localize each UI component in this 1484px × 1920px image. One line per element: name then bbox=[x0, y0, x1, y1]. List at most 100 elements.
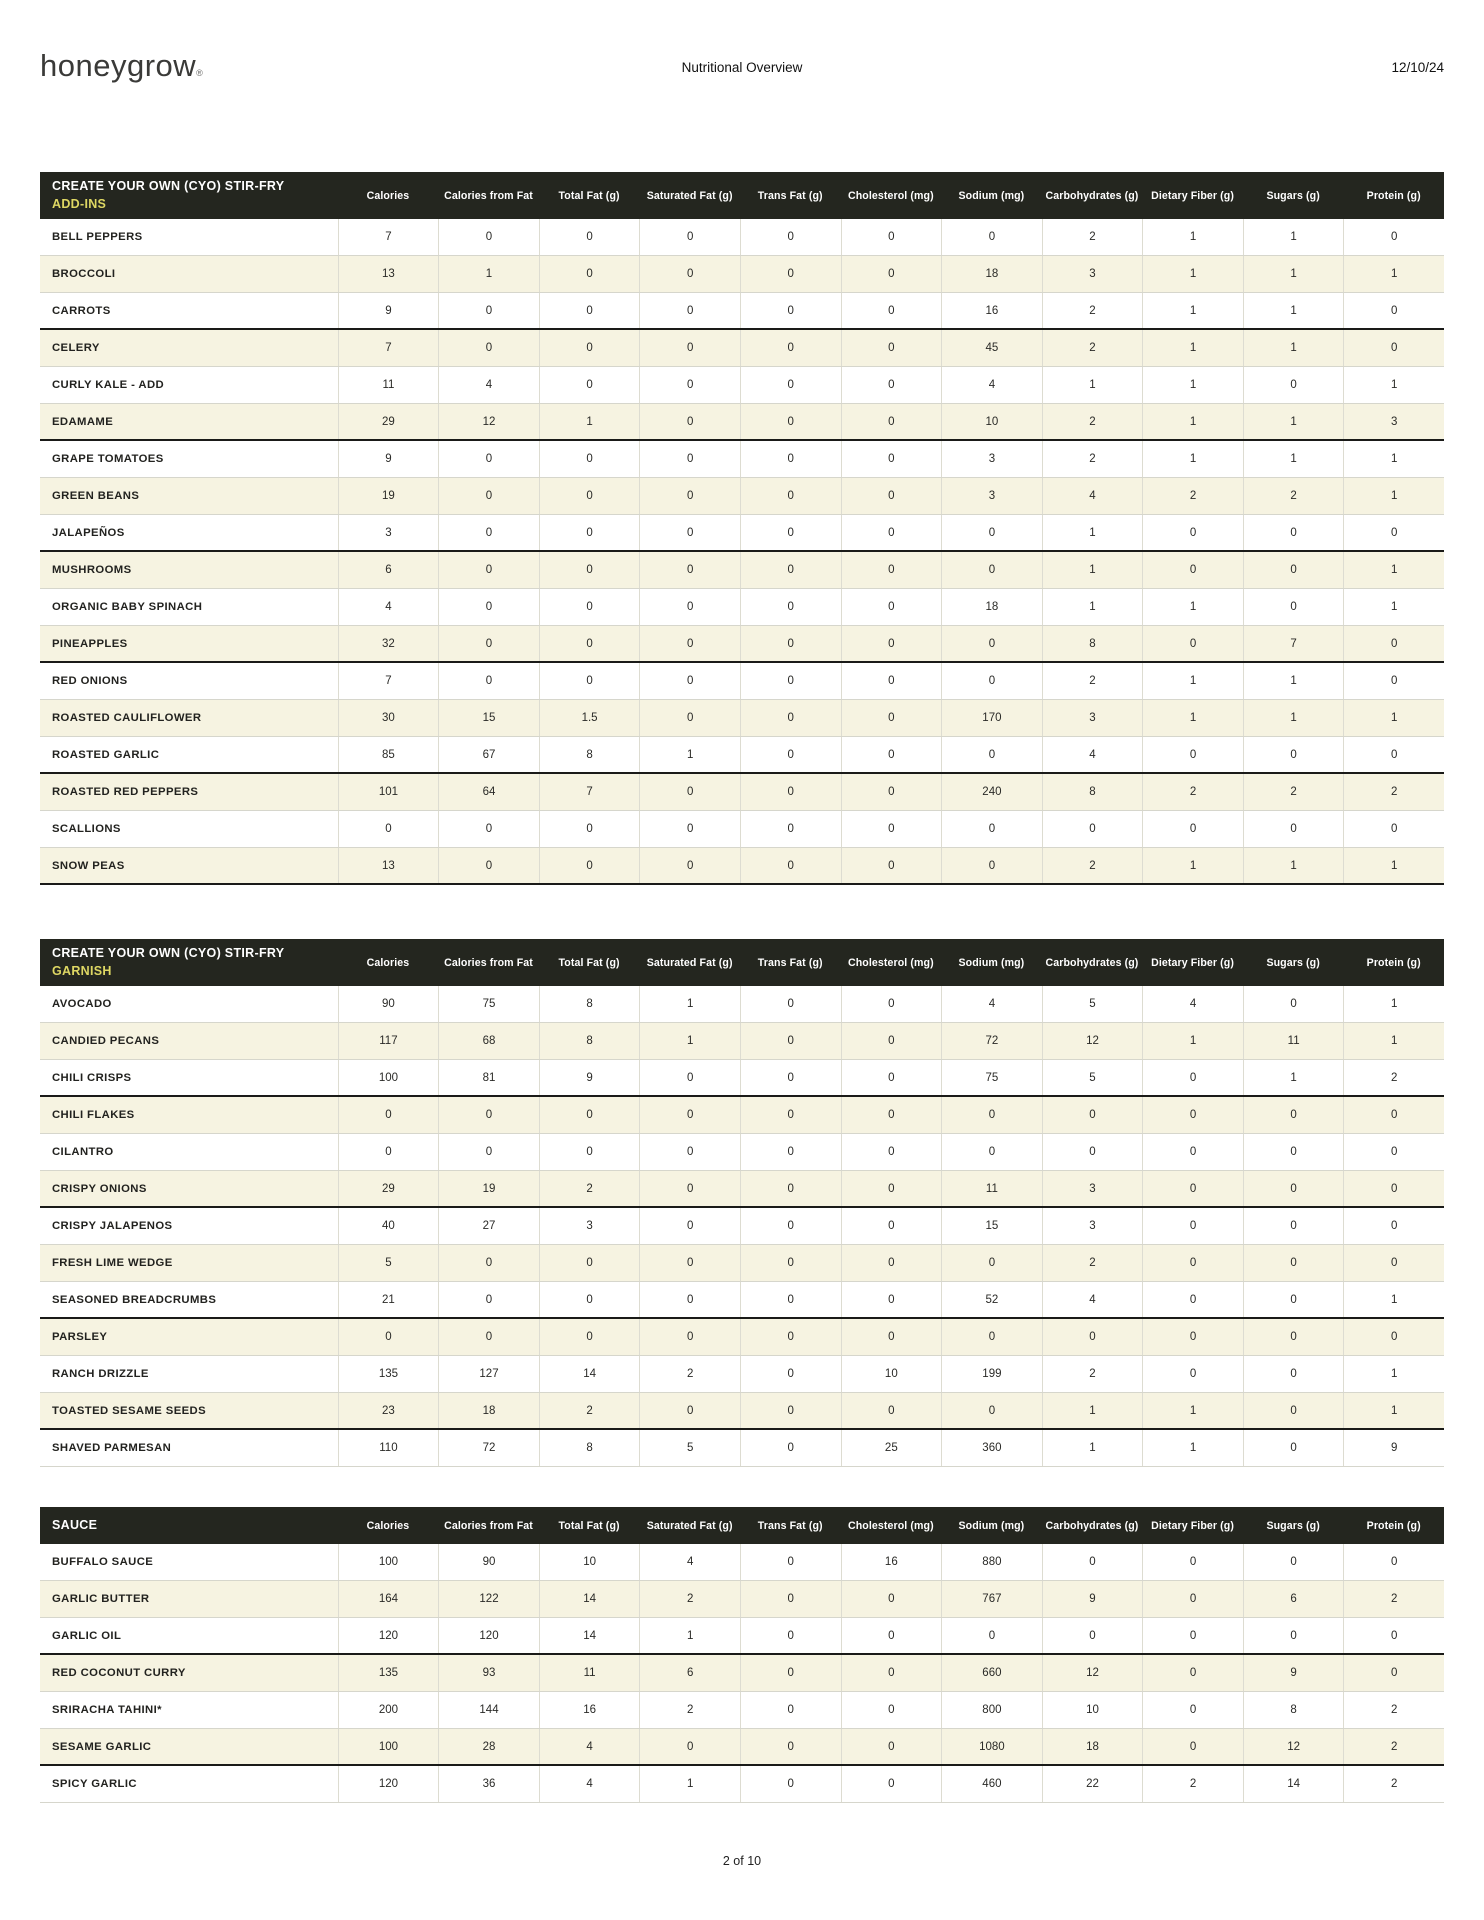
row-value-cell: 0 bbox=[840, 1618, 942, 1653]
row-value-cell: 0 bbox=[840, 256, 942, 292]
row-value-cell: 2 bbox=[639, 1692, 740, 1728]
row-value-cell: 0 bbox=[1142, 1544, 1243, 1580]
row-value-cell: 0 bbox=[739, 441, 841, 477]
row-value-cell: 0 bbox=[1343, 1134, 1444, 1170]
row-value-cell: 100 bbox=[337, 1060, 439, 1095]
table-row: SPICY GARLIC 120 36 4 1 0 0 460 22 2 14 2 bbox=[40, 1766, 1444, 1803]
row-value-cell: 3 bbox=[1041, 1171, 1143, 1206]
row-value-cell: 1 bbox=[1142, 404, 1243, 439]
row-value-cell: 3 bbox=[538, 1208, 640, 1244]
row-value-cell: 0 bbox=[639, 626, 740, 661]
row-value-cell: 67 bbox=[438, 737, 539, 772]
row-value-cell: 5 bbox=[1041, 986, 1143, 1022]
row-value-cell: 1 bbox=[1343, 1393, 1444, 1428]
row-item-name: GARLIC OIL bbox=[52, 1629, 122, 1642]
row-value-cell: 0 bbox=[1041, 1097, 1143, 1133]
row-value-cell: 2 bbox=[1343, 1060, 1444, 1095]
row-value-cell: 2 bbox=[1142, 478, 1243, 514]
row-value-cell: 75 bbox=[438, 986, 539, 1022]
row-value-cell: 11 bbox=[941, 1171, 1042, 1206]
row-value-cell: 52 bbox=[941, 1282, 1042, 1317]
row-value-cell: 0 bbox=[840, 626, 942, 661]
row-value-cell: 9 bbox=[1343, 1430, 1444, 1466]
row-value-cell: 0 bbox=[840, 811, 942, 847]
row-value-cell: 0 bbox=[941, 1245, 1042, 1281]
page-title: Nutritional Overview bbox=[681, 60, 803, 75]
row-value-cell: 0 bbox=[840, 1692, 942, 1728]
column-header: Total Fat (g) bbox=[558, 956, 620, 969]
row-value-cell: 12 bbox=[1242, 1729, 1344, 1764]
row-value-cell: 1 bbox=[1041, 515, 1143, 550]
row-value-cell: 240 bbox=[941, 774, 1042, 810]
row-value-cell: 90 bbox=[337, 986, 439, 1022]
row-value-cell: 6 bbox=[337, 552, 439, 588]
row-value-cell: 14 bbox=[538, 1618, 640, 1653]
row-value-cell: 0 bbox=[941, 1393, 1042, 1428]
row-value-cell: 4 bbox=[1041, 737, 1143, 772]
row-item-name: PARSLEY bbox=[52, 1331, 108, 1343]
row-value-cell: 0 bbox=[1142, 1097, 1243, 1133]
row-value-cell: 18 bbox=[941, 589, 1042, 625]
table-row: FRESH LIME WEDGE 5 0 0 0 0 0 0 2 0 0 0 bbox=[40, 1245, 1444, 1282]
row-value-cell: 0 bbox=[941, 663, 1042, 699]
row-value-cell: 0 bbox=[639, 1097, 740, 1133]
row-value-cell: 0 bbox=[337, 811, 439, 847]
row-value-cell: 120 bbox=[337, 1618, 439, 1653]
row-value-cell: 1 bbox=[1343, 1356, 1444, 1392]
row-value-cell: 2 bbox=[1041, 293, 1143, 328]
row-value-cell: 1 bbox=[1142, 1393, 1243, 1428]
row-value-cell: 767 bbox=[941, 1581, 1042, 1617]
row-value-cell: 127 bbox=[438, 1356, 539, 1392]
row-value-cell: 0 bbox=[1242, 1245, 1344, 1281]
row-value-cell: 0 bbox=[840, 589, 942, 625]
column-header: Total Fat (g) bbox=[558, 189, 620, 202]
row-value-cell: 0 bbox=[1343, 1245, 1444, 1281]
row-value-cell: 0 bbox=[840, 515, 942, 550]
logo-wordmark: honeygrow bbox=[40, 48, 197, 83]
row-value-cell: 0 bbox=[438, 441, 539, 477]
row-value-cell: 0 bbox=[1142, 1319, 1243, 1355]
row-value-cell: 0 bbox=[1242, 1544, 1344, 1580]
column-header: Dietary Fiber (g) bbox=[1151, 189, 1235, 202]
row-value-cell: 19 bbox=[438, 1171, 539, 1206]
table-row: SHAVED PARMESAN 110 72 8 5 0 25 360 1 1 0 9 bbox=[40, 1430, 1444, 1467]
row-value-cell: 2 bbox=[1041, 330, 1143, 366]
row-value-cell: 122 bbox=[438, 1581, 539, 1617]
table-sauce: SAUCE Calories Calories from Fat Total Fat … bbox=[40, 1507, 1444, 1803]
row-value-cell: 0 bbox=[739, 1245, 841, 1281]
row-value-cell: 1 bbox=[639, 1023, 740, 1059]
row-item-name: RANCH DRIZZLE bbox=[52, 1368, 149, 1380]
row-value-cell: 0 bbox=[840, 774, 942, 810]
row-value-cell: 1 bbox=[438, 256, 539, 292]
row-value-cell: 0 bbox=[840, 1171, 942, 1206]
row-item-name: MUSHROOMS bbox=[52, 564, 132, 576]
row-value-cell: 0 bbox=[941, 552, 1042, 588]
table-row: AVOCADO 90 75 8 1 0 0 4 5 4 0 1 bbox=[40, 986, 1444, 1023]
column-header: Carbohydrates (g) bbox=[1045, 956, 1139, 969]
row-value-cell: 2 bbox=[1242, 774, 1344, 810]
row-value-cell: 9 bbox=[1242, 1655, 1344, 1691]
row-value-cell: 1 bbox=[1041, 552, 1143, 588]
row-value-cell: 2 bbox=[1343, 1766, 1444, 1802]
table-header-row: CREATE YOUR OWN (CYO) STIR-FRY ADD-INS Cal… bbox=[40, 172, 1444, 219]
row-value-cell: 2 bbox=[538, 1393, 640, 1428]
table-row: RED ONIONS 7 0 0 0 0 0 0 2 1 1 0 bbox=[40, 663, 1444, 700]
row-value-cell: 199 bbox=[941, 1356, 1042, 1392]
row-value-cell: 3 bbox=[941, 441, 1042, 477]
row-item-name: BUFFALO SAUCE bbox=[52, 1556, 154, 1568]
row-value-cell: 40 bbox=[337, 1208, 439, 1244]
row-value-cell: 0 bbox=[639, 330, 740, 366]
row-value-cell: 0 bbox=[941, 737, 1042, 772]
row-value-cell: 0 bbox=[739, 1060, 841, 1095]
row-value-cell: 18 bbox=[941, 256, 1042, 292]
row-value-cell: 0 bbox=[438, 848, 539, 883]
row-value-cell: 0 bbox=[739, 1655, 841, 1691]
row-value-cell: 0 bbox=[840, 1060, 942, 1095]
column-header: Calories bbox=[366, 189, 410, 202]
column-header: Sugars (g) bbox=[1266, 189, 1320, 202]
row-value-cell: 0 bbox=[639, 441, 740, 477]
row-value-cell: 0 bbox=[538, 1319, 640, 1355]
row-value-cell: 0 bbox=[739, 1692, 841, 1728]
row-value-cell: 4 bbox=[438, 367, 539, 403]
table-row: GARLIC OIL 120 120 14 1 0 0 0 0 0 0 0 bbox=[40, 1618, 1444, 1655]
